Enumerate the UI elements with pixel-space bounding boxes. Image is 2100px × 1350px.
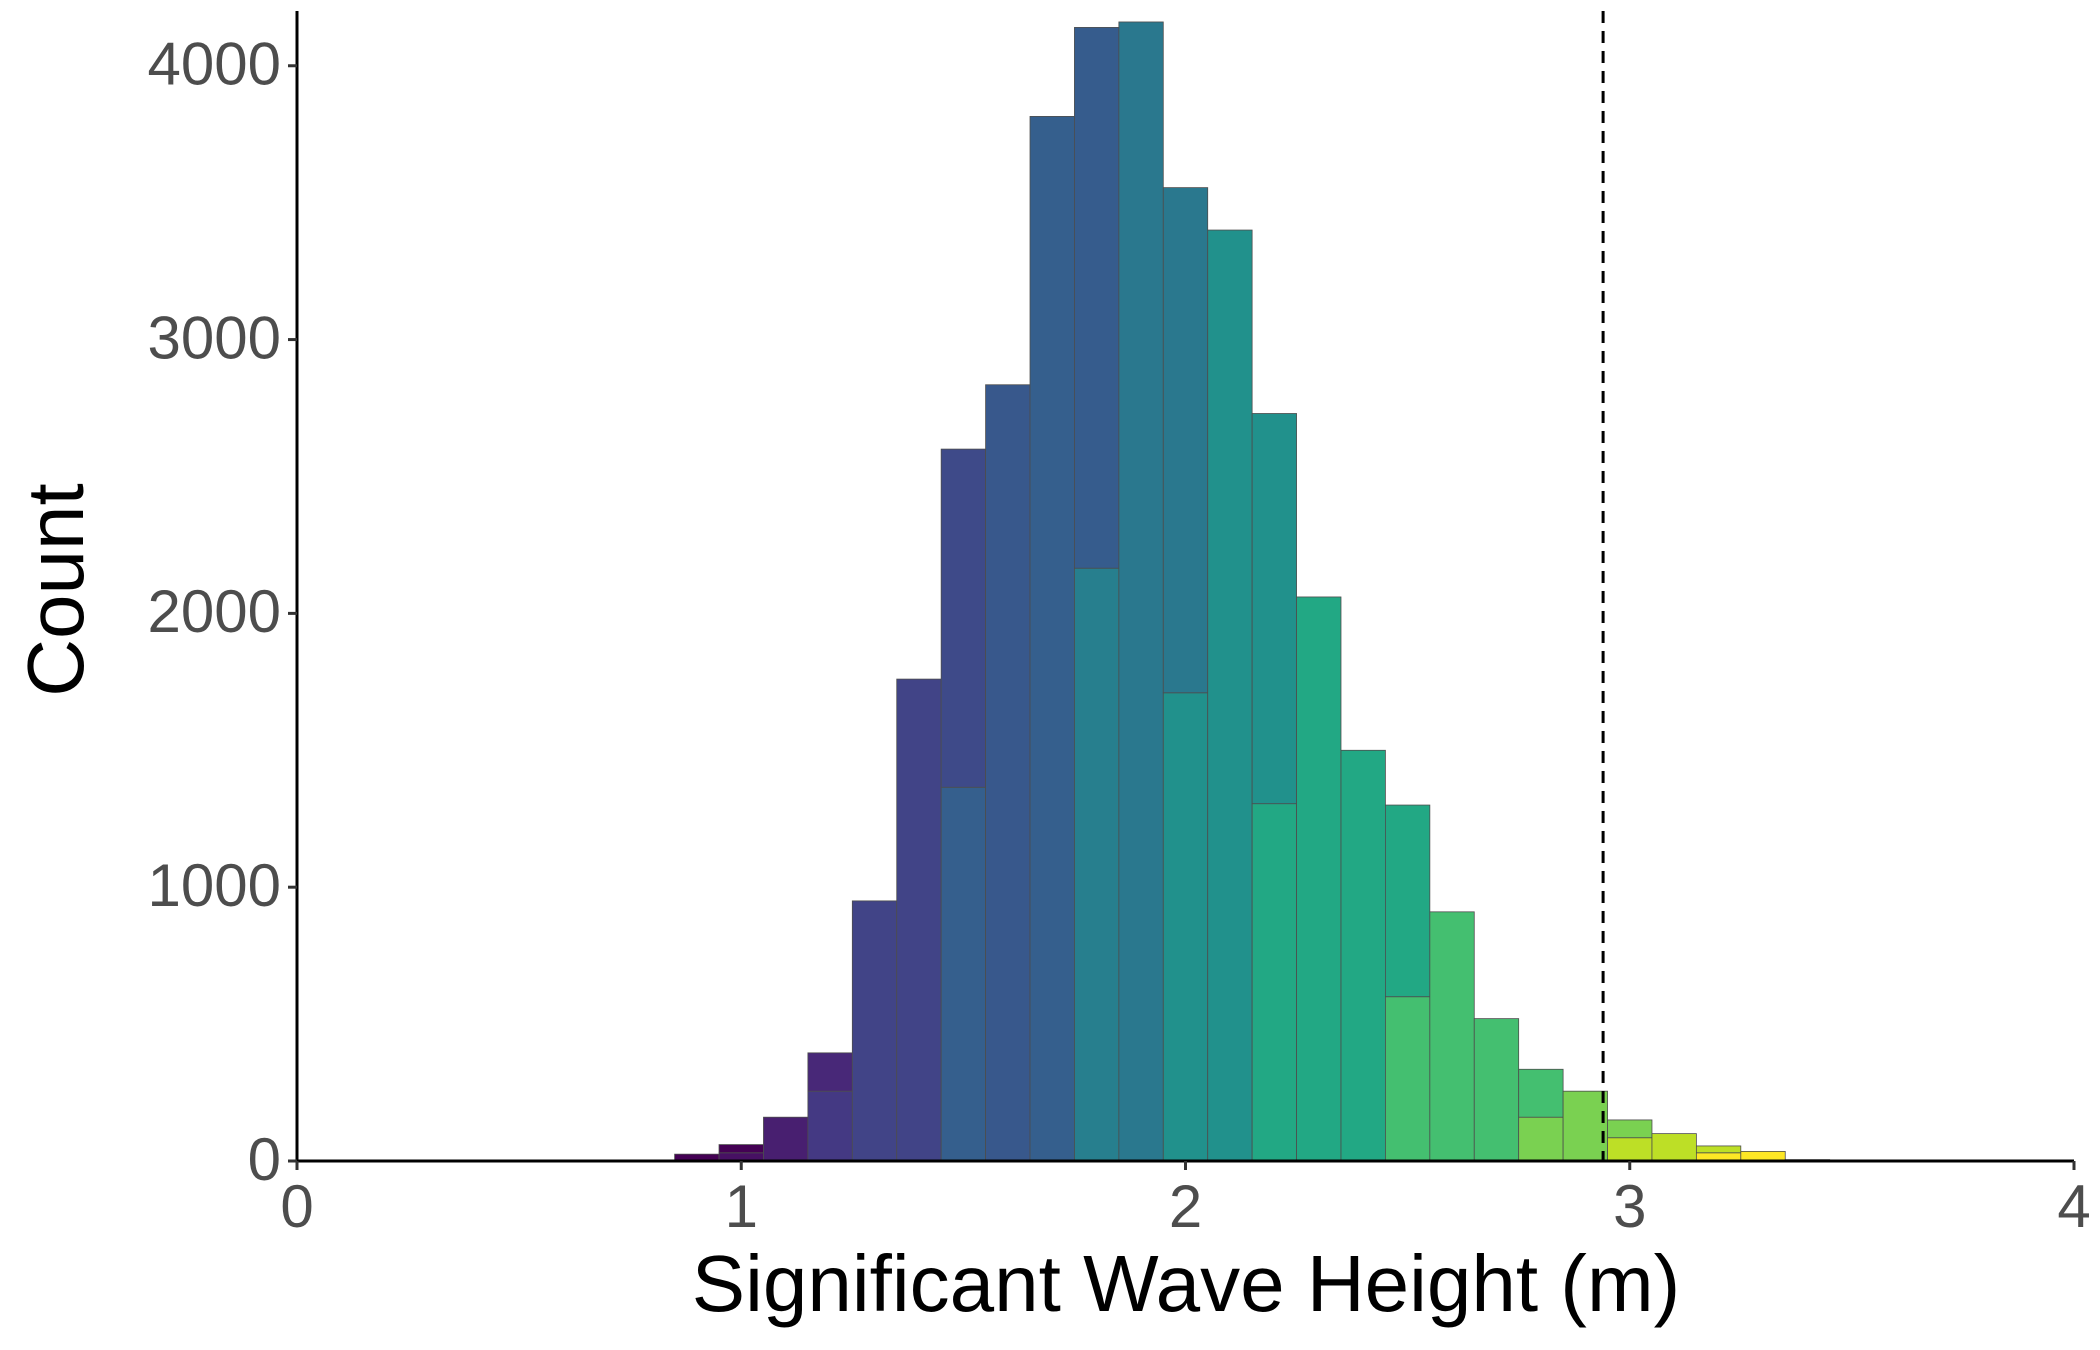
bar	[1251, 803, 1297, 1162]
bar	[896, 678, 942, 1162]
y-tick-label: 0	[248, 1126, 281, 1193]
x-tick-label: 2	[1169, 1173, 1202, 1240]
bar	[1162, 187, 1209, 694]
bar	[763, 1116, 809, 1162]
bar	[1296, 596, 1342, 1162]
bar	[851, 900, 898, 1162]
bar	[1207, 229, 1253, 1162]
bar	[718, 1144, 764, 1154]
bar	[1074, 27, 1120, 569]
bar	[1607, 1137, 1653, 1162]
y-tick-label: 2000	[148, 578, 281, 645]
bar	[940, 448, 986, 788]
bar	[1251, 413, 1297, 805]
bar	[1695, 1145, 1742, 1154]
bar	[1340, 749, 1386, 1162]
y-tick-label: 1000	[148, 852, 281, 919]
y-tick-label: 4000	[148, 31, 281, 98]
bar	[1607, 1119, 1653, 1139]
bar	[1518, 1116, 1564, 1162]
bar	[1518, 1068, 1564, 1118]
x-tick-label: 4	[2057, 1173, 2090, 1240]
bar	[1651, 1133, 1697, 1162]
bar	[1473, 1018, 1520, 1162]
y-axis-title: Count	[11, 483, 100, 696]
bar	[1029, 116, 1075, 1162]
x-tick-label: 1	[725, 1173, 758, 1240]
bar	[1385, 804, 1431, 998]
bar	[1074, 567, 1120, 1162]
x-tick-label: 3	[1613, 1173, 1646, 1240]
x-tick-label: 0	[280, 1173, 313, 1240]
bar	[1385, 996, 1431, 1162]
bar	[1429, 911, 1475, 1162]
bar	[807, 1090, 853, 1162]
bar	[985, 384, 1031, 1162]
bar	[1562, 1090, 1608, 1162]
bar	[1162, 692, 1209, 1162]
bar	[940, 786, 986, 1162]
y-tick-label: 3000	[148, 304, 281, 371]
bar	[1118, 21, 1164, 1162]
x-axis-title: Significant Wave Height (m)	[692, 1239, 1680, 1328]
bar	[807, 1052, 853, 1092]
